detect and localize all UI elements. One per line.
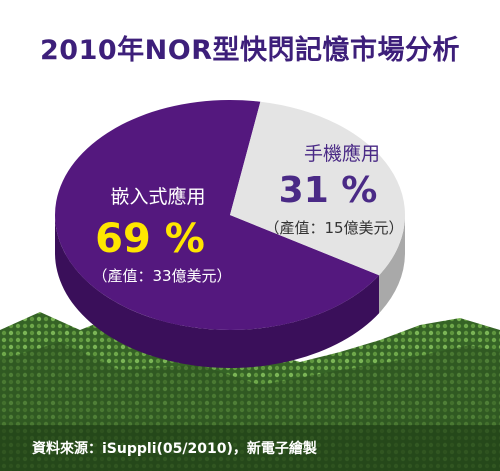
pie-slice-mobile <box>230 101 406 276</box>
chart-title: 2010年NOR型快閃記憶市場分析 <box>40 35 460 66</box>
slice-label-mobile: 手機應用 <box>304 142 380 165</box>
slice-percent-mobile: 31 % <box>279 170 378 211</box>
source-note: 資料來源：iSuppli(05/2010)，新電子繪製 <box>32 441 317 457</box>
slice-note-embedded: （產值：33億美元） <box>92 267 231 285</box>
slice-label-embedded: 嵌入式應用 <box>110 185 205 208</box>
slice-percent-embedded: 69 % <box>95 216 205 262</box>
pie-slice-embedded-side <box>55 215 380 368</box>
circuit-board-background <box>0 312 500 471</box>
pie-slice-embedded <box>54 100 380 330</box>
pie-slice-mobile-side <box>379 215 405 314</box>
slice-note-mobile: （產值：15億美元） <box>264 219 403 237</box>
